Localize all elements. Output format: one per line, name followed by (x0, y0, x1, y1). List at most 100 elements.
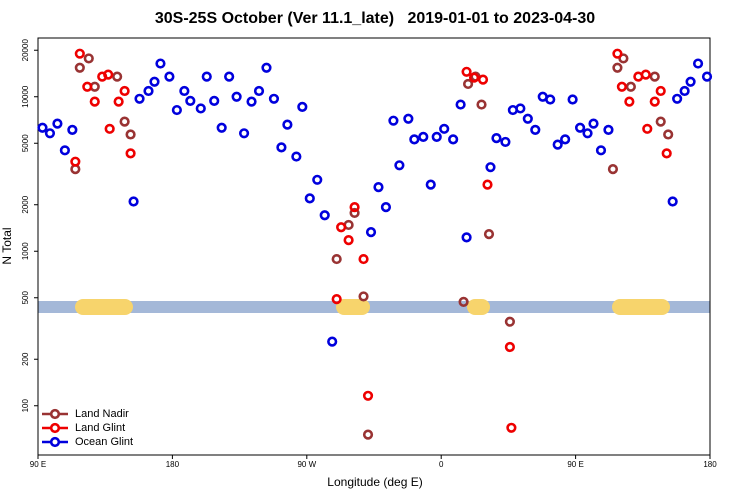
point (403, 113, 414, 124)
point (312, 174, 323, 185)
point (52, 118, 63, 129)
x-tick-label: 0 (439, 460, 444, 469)
point (380, 202, 392, 213)
x-axis-label: Longitude (deg E) (327, 475, 422, 489)
point (365, 227, 377, 238)
point (661, 148, 672, 159)
point (155, 58, 166, 69)
point (343, 235, 354, 246)
point (461, 232, 472, 243)
y-tick-label: 2000 (21, 195, 30, 213)
point (458, 296, 469, 308)
point (618, 53, 629, 64)
point (74, 48, 85, 59)
point (358, 291, 369, 302)
point (83, 53, 94, 64)
point (179, 85, 190, 97)
point (103, 69, 114, 80)
point (485, 162, 496, 173)
chart-title: 30S-25S October (Ver 11.1_late) 2019-01-… (155, 10, 595, 27)
legend-marker (49, 422, 61, 434)
x-tick-label: 90 E (30, 460, 46, 469)
land-band (336, 299, 370, 315)
point (112, 71, 123, 82)
point (373, 182, 384, 193)
point (672, 93, 683, 104)
point (607, 164, 619, 175)
point (327, 336, 338, 347)
land-band (612, 299, 670, 315)
point (238, 128, 250, 139)
legend-label: Land Glint (75, 422, 125, 434)
y-tick-label: 200 (21, 352, 30, 366)
point (448, 134, 459, 145)
point (195, 103, 206, 114)
point (582, 128, 593, 139)
point (522, 113, 533, 124)
point (667, 196, 678, 207)
legend-label: Ocean Glint (75, 436, 133, 448)
y-tick-label: 20000 (21, 39, 30, 62)
legend-label: Land Nadir (75, 408, 129, 420)
point (276, 142, 287, 153)
point (349, 207, 360, 219)
point (515, 103, 526, 114)
point (37, 122, 48, 133)
point (655, 85, 666, 97)
point (461, 66, 472, 77)
point (530, 124, 541, 136)
point (679, 85, 690, 97)
point (149, 76, 160, 87)
point (477, 74, 489, 85)
point (268, 93, 280, 104)
point (201, 71, 212, 82)
point (349, 202, 360, 213)
point (603, 124, 614, 136)
point (185, 95, 196, 106)
point (394, 160, 405, 171)
surface-band (38, 299, 710, 315)
land-band (467, 299, 490, 315)
point (59, 145, 70, 156)
point (216, 122, 227, 133)
x-tick-label: 90 W (297, 460, 316, 469)
point (89, 96, 100, 107)
point (552, 139, 563, 150)
point (640, 69, 651, 80)
point (119, 116, 130, 127)
point (82, 81, 93, 92)
point (224, 71, 235, 82)
point (574, 122, 586, 133)
point (504, 341, 515, 353)
point (304, 193, 315, 204)
point (261, 62, 272, 73)
point (588, 118, 599, 129)
point (455, 99, 466, 110)
point (612, 48, 623, 59)
point (701, 71, 713, 82)
point (171, 104, 182, 116)
point (104, 123, 115, 134)
point (362, 429, 374, 440)
point (358, 253, 369, 265)
point (663, 129, 674, 140)
point (649, 96, 660, 107)
ocean-band (38, 301, 710, 313)
point (616, 81, 627, 92)
y-tick-label: 100 (21, 399, 30, 413)
point (431, 131, 442, 142)
point (462, 78, 474, 90)
point (119, 85, 130, 97)
point (297, 101, 308, 112)
point (246, 96, 257, 107)
y-tick-label: 5000 (21, 134, 30, 152)
point (331, 294, 342, 305)
point (336, 222, 347, 233)
land-band (75, 299, 133, 315)
plot-frame (37, 37, 711, 456)
point (253, 85, 265, 97)
point (567, 94, 578, 105)
point (655, 116, 666, 127)
point (545, 94, 556, 105)
